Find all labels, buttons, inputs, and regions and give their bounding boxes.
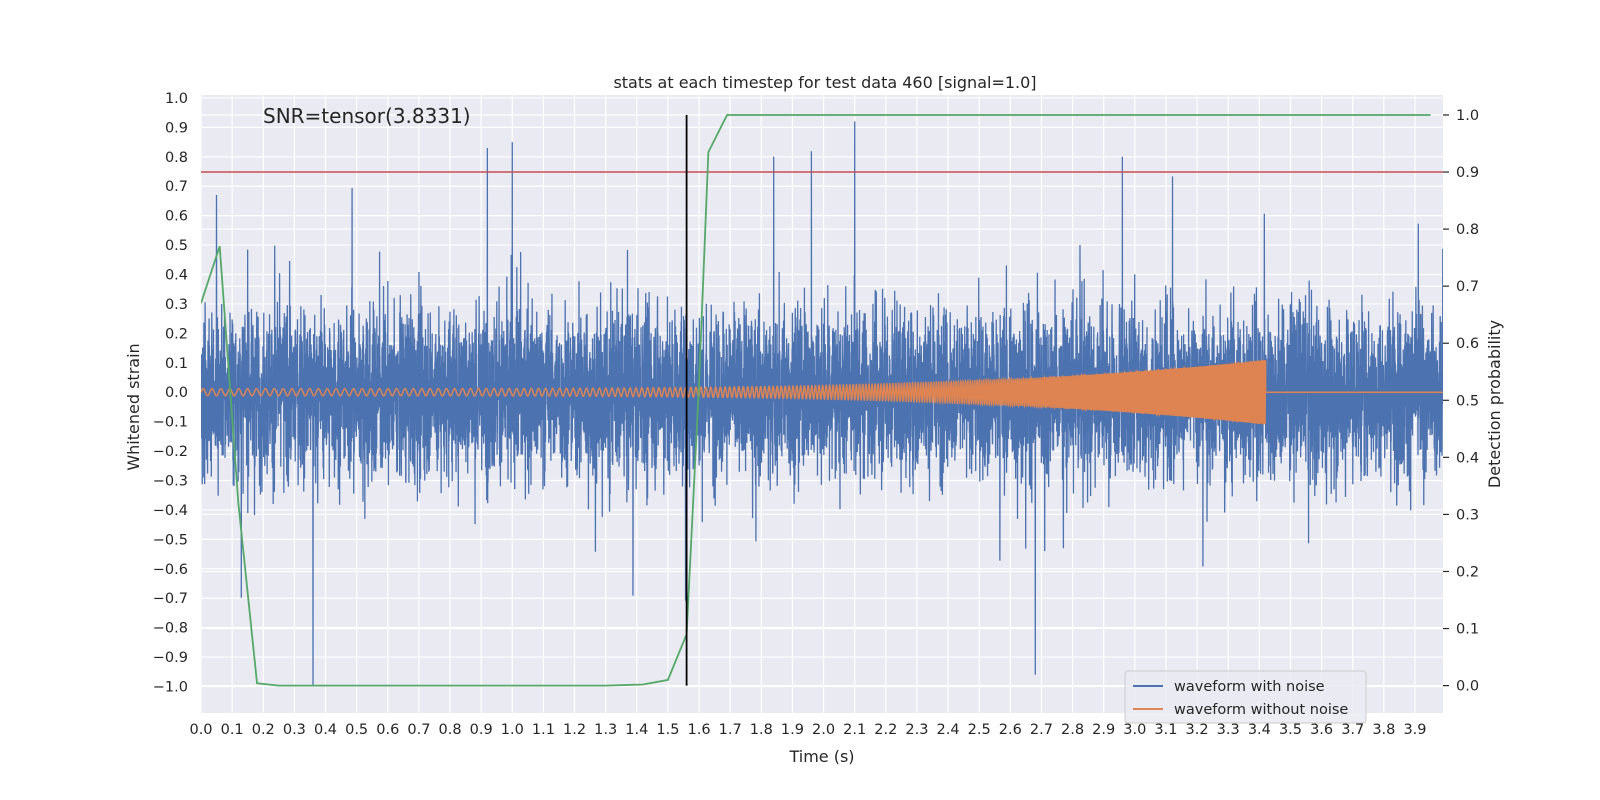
- legend-box: [1124, 670, 1367, 724]
- x-tick-label: 1.0: [501, 722, 524, 738]
- x-tick-label: 2.2: [874, 722, 897, 738]
- y-tick-label: −0.9: [153, 650, 188, 666]
- y-tick-label: −0.7: [153, 591, 188, 607]
- y2-tick-label: 0.1: [1456, 622, 1479, 638]
- x-tick-label: 0.2: [252, 722, 275, 738]
- y-axis-label: Whitened strain: [124, 343, 143, 470]
- x-tick-label: 1.7: [719, 722, 742, 738]
- x-tick-label: 2.8: [1061, 722, 1084, 738]
- snr-annotation: SNR=tensor(3.8331): [263, 104, 471, 128]
- y-axis-ticks: 1.0 0.9 0.8 0.7 0.6 0.5 0.4 0.3 0.2 0.1 0.0 −0.1 −0.…: [153, 91, 188, 696]
- x-tick-label: 3.5: [1279, 722, 1302, 738]
- x-tick-label: 0.0: [189, 722, 212, 738]
- x-tick-label: 2.9: [1092, 722, 1115, 738]
- x-tick-label: 2.7: [1030, 722, 1053, 738]
- y-tick-label: 0.5: [165, 238, 188, 254]
- x-tick-label: 3.0: [1123, 722, 1146, 738]
- y-tick-label: 0.0: [165, 385, 188, 401]
- y2-tick-label: 0.2: [1456, 564, 1479, 580]
- y-tick-label: −0.1: [153, 415, 188, 431]
- x-tick-label: 3.7: [1341, 722, 1364, 738]
- x-tick-label: 0.7: [407, 722, 430, 738]
- x-tick-label: 0.6: [376, 722, 399, 738]
- y2-tick-label: 0.0: [1456, 679, 1479, 695]
- y-tick-label: 0.1: [165, 356, 188, 372]
- x-tick-label: 1.5: [656, 722, 679, 738]
- x-tick-label: 2.1: [843, 722, 866, 738]
- y2-tick-label: 0.3: [1456, 507, 1479, 523]
- x-tick-label: 1.4: [625, 722, 648, 738]
- x-tick-label: 2.0: [812, 722, 835, 738]
- x-tick-label: 1.1: [532, 722, 555, 738]
- x-tick-label: 3.6: [1310, 722, 1333, 738]
- y-tick-label: −0.3: [153, 474, 188, 490]
- x-tick-label: 1.9: [781, 722, 804, 738]
- series-line-waveform-without-noise: [201, 358, 1443, 425]
- y2-tick-label: 0.8: [1456, 222, 1479, 238]
- y2-tick-label: 1.0: [1456, 108, 1479, 124]
- legend-label-waveform-with-noise: waveform with noise: [1174, 679, 1325, 695]
- x-tick-label: 1.8: [750, 722, 773, 738]
- y-tick-label: −0.8: [153, 621, 188, 637]
- y-tick-label: −0.5: [153, 532, 188, 548]
- x-tick-label: 1.2: [563, 722, 586, 738]
- y2-tick-label: 0.4: [1456, 450, 1479, 466]
- x-tick-label: 2.5: [968, 722, 991, 738]
- legend: waveform with noise waveform without noi…: [1124, 670, 1367, 724]
- y2-tick-label: 0.5: [1456, 393, 1479, 409]
- x-tick-label: 0.8: [438, 722, 461, 738]
- y-tick-label: 1.0: [165, 91, 188, 107]
- series-line-detection-probability: [201, 114, 1431, 687]
- y-tick-label: −0.2: [153, 444, 188, 460]
- y2-axis-ticks: 1.0 0.9 0.8 0.7 0.6 0.5 0.4 0.3 0.2 0.1 0.0: [1443, 108, 1479, 695]
- y-tick-label: −1.0: [153, 680, 188, 696]
- x-tick-label: 0.9: [470, 722, 493, 738]
- x-tick-label: 3.4: [1248, 722, 1271, 738]
- y-tick-label: −0.6: [153, 562, 188, 578]
- y-tick-label: 0.6: [165, 209, 188, 225]
- x-tick-label: 3.3: [1217, 722, 1240, 738]
- x-axis-ticks: 0.0 0.1 0.2 0.3 0.4 0.5 0.6 0.7 0.8 0.9 1.0 1.1 1.2 1…: [189, 722, 1426, 738]
- legend-label-waveform-without-noise: waveform without noise: [1174, 702, 1348, 718]
- y2-tick-label: 0.9: [1456, 165, 1479, 181]
- y-tick-label: 0.9: [165, 120, 188, 136]
- x-tick-label: 0.4: [314, 722, 337, 738]
- x-axis-label: Time (s): [788, 747, 854, 766]
- chart-title: stats at each timestep for test data 460…: [613, 73, 1036, 92]
- x-tick-label: 3.9: [1403, 722, 1426, 738]
- x-tick-label: 0.3: [283, 722, 306, 738]
- y-tick-label: 0.8: [165, 150, 188, 166]
- y2-tick-label: 0.7: [1456, 279, 1479, 295]
- y2-tick-label: 0.6: [1456, 336, 1479, 352]
- x-tick-label: 3.8: [1372, 722, 1395, 738]
- x-tick-label: 1.3: [594, 722, 617, 738]
- x-tick-label: 0.1: [221, 722, 244, 738]
- y-tick-label: 0.7: [165, 179, 188, 195]
- x-tick-label: 2.4: [937, 722, 960, 738]
- x-tick-label: 2.3: [905, 722, 928, 738]
- x-tick-label: 3.1: [1154, 722, 1177, 738]
- x-tick-label: 1.6: [688, 722, 711, 738]
- x-tick-label: 3.2: [1186, 722, 1209, 738]
- x-tick-label: 2.6: [999, 722, 1022, 738]
- y-tick-label: 0.2: [165, 326, 188, 342]
- y2-axis-label: Detection probability: [1485, 320, 1504, 488]
- x-tick-label: 0.5: [345, 722, 368, 738]
- y-tick-label: 0.4: [165, 268, 188, 284]
- y-tick-label: 0.3: [165, 297, 188, 313]
- y-tick-label: −0.4: [153, 503, 188, 519]
